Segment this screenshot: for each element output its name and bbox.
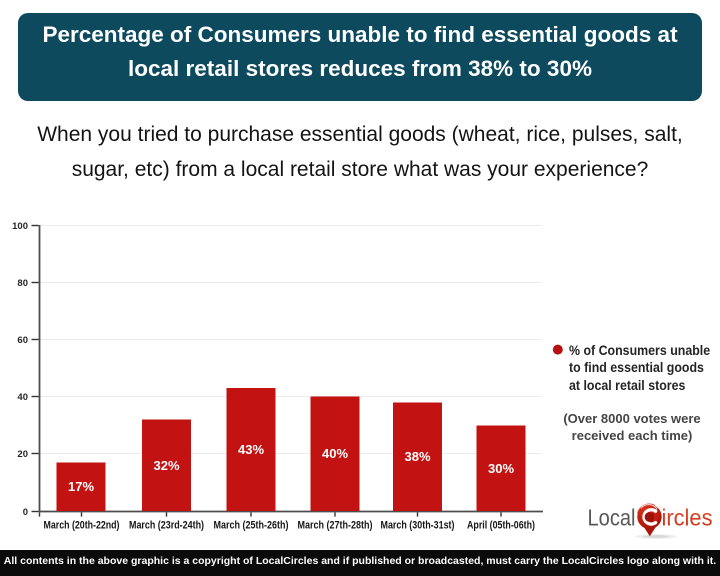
svg-text:ircles: ircles [662,504,713,530]
svg-text:March (20th-22nd): March (20th-22nd) [44,520,120,532]
svg-text:March (25th-26th): March (25th-26th) [214,520,289,532]
svg-text:March (30th-31st): March (30th-31st) [381,520,455,532]
svg-text:April (05th-06th): April (05th-06th) [467,520,535,532]
svg-text:March (27th-28th): March (27th-28th) [298,520,373,532]
svg-text:Local: Local [588,504,636,530]
svg-text:March (23rd-24th): March (23rd-24th) [129,520,204,532]
